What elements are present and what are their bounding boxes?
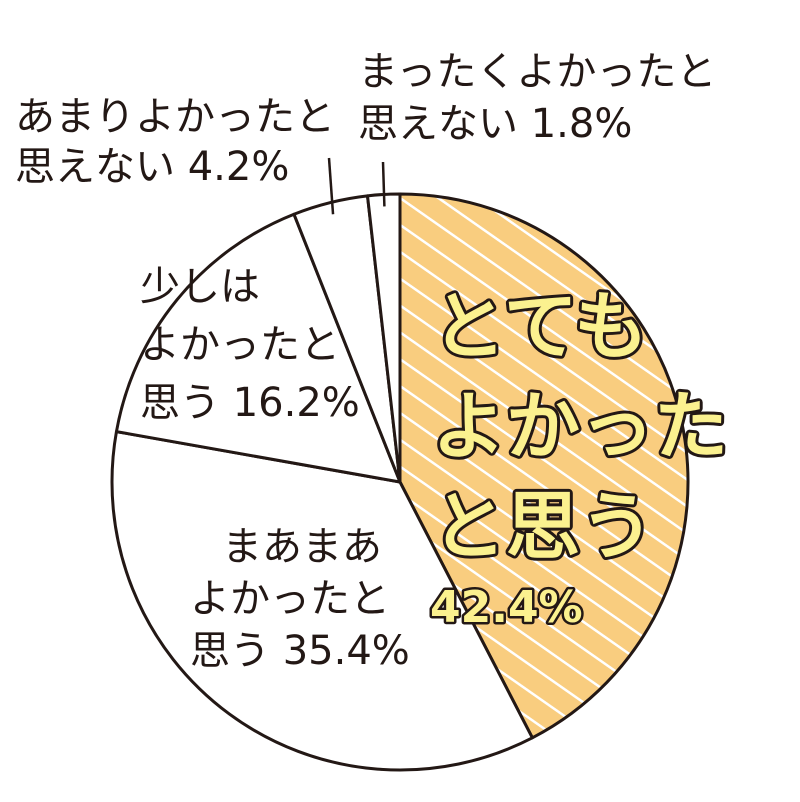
leader-line-amari xyxy=(327,157,335,215)
pie-slice-maamaa xyxy=(110,430,534,772)
slice-label-amari-line1: あまりよかったと xyxy=(15,94,335,140)
pie-slices xyxy=(110,192,690,772)
slice-label-sukoshi-line2: よかったと xyxy=(140,322,340,368)
pie-slice-totemo xyxy=(398,192,690,740)
slice-label-totemo-line1: とても xyxy=(432,284,648,370)
slice-label-maamaa-line3: 思う 35.4% xyxy=(190,628,410,674)
slice-label-totemo: とても よかった と思う xyxy=(432,284,754,570)
slice-label-totemo-line2: よかった xyxy=(432,384,728,470)
slice-label-sukoshi-line1: 少しは xyxy=(140,264,260,310)
slice-label-mattaku: まったくよかったと 思えない 1.8% xyxy=(358,49,729,147)
leader-line-mattaku xyxy=(381,161,386,207)
slice-label-mattaku-line1: まったくよかったと xyxy=(358,49,716,95)
slice-label-maamaa: まあまあ よかったと 思う 35.4% xyxy=(190,524,410,674)
slice-label-mattaku-line2: 思えない 1.8% xyxy=(358,101,632,147)
slice-label-totemo-line3: と思う xyxy=(432,484,654,570)
slice-label-sukoshi: 少しは よかったと 思う 16.2% xyxy=(140,264,360,426)
slice-label-amari: あまりよかったと 思えない 4.2% xyxy=(15,94,348,190)
leader-lines xyxy=(327,157,386,215)
slice-label-sukoshi-line3: 思う 16.2% xyxy=(140,380,360,426)
pie-slice-sukoshi xyxy=(114,212,402,484)
slice-label-amari-line2: 思えない 4.2% xyxy=(15,144,289,190)
slice-value-totemo: 42.4% xyxy=(430,582,583,633)
slice-label-maamaa-line2: よかったと xyxy=(190,576,390,622)
slice-label-maamaa-line1: まあまあ xyxy=(222,524,382,570)
